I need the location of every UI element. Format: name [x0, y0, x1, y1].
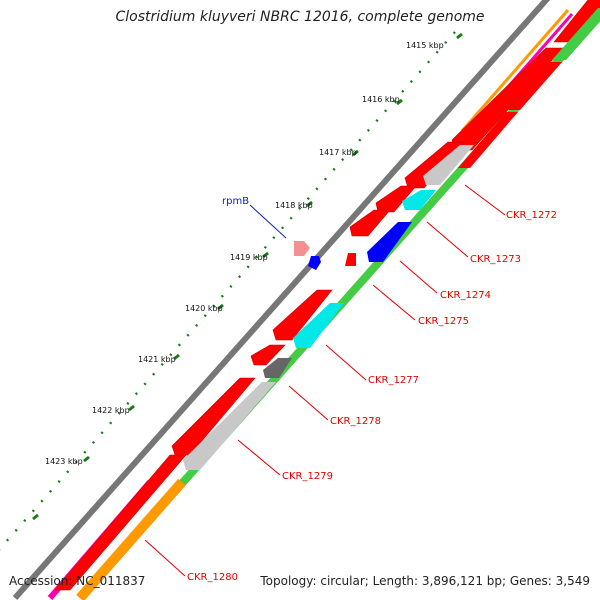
cds-arrow-cyan: [293, 303, 344, 348]
locus-callouts: [144, 184, 506, 577]
kbp-tick: [173, 353, 180, 361]
cds-arrow-green: [552, 8, 600, 60]
genome-summary-text: Topology: circular; Length: 3,896,121 bp…: [260, 574, 590, 588]
function-ring-orange-lower: [76, 478, 186, 600]
scale-ring: [0, 31, 463, 551]
locus-label: CKR_1272: [506, 210, 557, 221]
kbp-label: 1417 kbp: [319, 148, 357, 157]
kbp-tick: [352, 149, 359, 157]
reverse-cds-track: [183, 8, 600, 470]
map-title: Clostridium kluyveri NBRC 12016, complet…: [115, 9, 485, 25]
kbp-label: 1415 kbp: [406, 41, 444, 50]
cds-arrow-grey: [423, 145, 474, 185]
locus-label: CKR_1273: [470, 254, 521, 265]
locus-label: CKR_1274: [440, 290, 491, 301]
cds-arrow: [451, 47, 564, 151]
kbp-tick: [456, 32, 463, 40]
kbp-label: 1422 kbp: [92, 406, 130, 415]
callout-line: [464, 184, 506, 216]
rpmb-gene-label: rpmB: [222, 196, 249, 207]
kbp-tick: [128, 404, 135, 412]
kbp-tick: [396, 98, 403, 106]
cds-arrow: [458, 112, 518, 168]
cds-arrow-cyan: [402, 190, 436, 210]
callout-line: [399, 260, 438, 294]
cds-arrow: [54, 454, 187, 591]
kbp-label: 1416 kbp: [362, 95, 400, 104]
callout-line: [288, 385, 329, 421]
rpmb-callout-line: [249, 204, 287, 239]
cds-arrow-small: [345, 253, 356, 266]
locus-label: CKR_1280: [187, 572, 238, 583]
kbp-label: 1418 kbp: [275, 201, 313, 210]
forward-cds-track: [54, 0, 600, 591]
kbp-label: 1419 kbp: [230, 253, 268, 262]
cds-arrow-darkgrey: [263, 358, 292, 378]
genome-backbone: [12, 0, 551, 600]
callout-line: [144, 539, 186, 577]
kbp-tick: [217, 303, 224, 311]
callout-line: [372, 284, 416, 321]
accession-text: Accession: NC_011837: [9, 574, 146, 588]
cds-arrow-blue: [367, 222, 412, 262]
rpmb-gene-arrow: [294, 241, 310, 256]
callout-line: [426, 221, 469, 258]
locus-label: CKR_1278: [330, 416, 381, 427]
callout-line: [325, 344, 367, 381]
callout-line: [237, 439, 281, 476]
kbp-label: 1420 kbp: [185, 304, 223, 313]
cds-arrow-grey: [183, 382, 276, 470]
kbp-label: 1421 kbp: [138, 355, 176, 364]
kbp-tick: [306, 200, 313, 208]
cds-arrow: [250, 344, 286, 366]
kbp-label: 1423 kbp: [45, 457, 83, 466]
kbp-tick: [262, 251, 269, 259]
rpmb-adjacent-arrow: [308, 256, 321, 270]
scale-dots: [0, 31, 456, 551]
kbp-tick: [83, 455, 90, 463]
kbp-tick: [32, 513, 39, 521]
function-ring-orange-upper: [460, 9, 570, 132]
locus-label: CKR_1275: [418, 316, 469, 327]
locus-label: CKR_1277: [368, 375, 419, 386]
cds-arrow: [349, 209, 391, 237]
locus-label: CKR_1279: [282, 471, 333, 482]
cds-arrow: [508, 62, 562, 110]
cds-arrow: [404, 141, 465, 189]
cds-arrow: [272, 289, 333, 341]
